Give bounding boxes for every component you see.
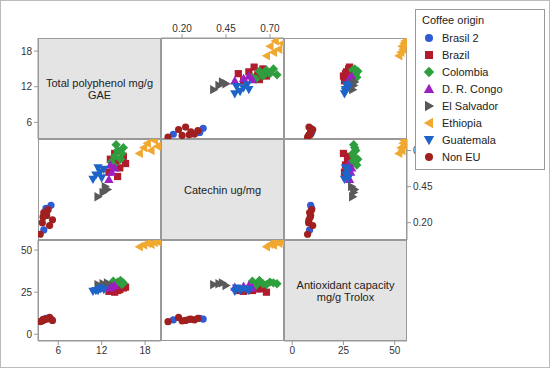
svg-text:0.20: 0.20 <box>172 23 192 34</box>
svg-text:0.45: 0.45 <box>413 181 433 192</box>
svg-text:0.45: 0.45 <box>216 23 236 34</box>
html-text:Brazil: Brazil <box>442 48 470 61</box>
svg-text:6: 6 <box>26 117 32 128</box>
html-text:Total polyphenol mg/g GAE: Total polyphenol mg/g GAE <box>46 76 153 101</box>
svg-text:12: 12 <box>21 81 33 92</box>
svg-text:25: 25 <box>21 287 33 298</box>
html-text:Colombia: Colombia <box>442 65 489 78</box>
svg-text:18: 18 <box>140 345 152 356</box>
svg-text:0.20: 0.20 <box>413 217 433 228</box>
svg-text:18: 18 <box>21 46 33 57</box>
svg-text:50: 50 <box>21 245 33 256</box>
html-text:Brasil 2: Brasil 2 <box>442 31 479 44</box>
html-text:Coffee origin: Coffee origin <box>422 14 485 26</box>
svg-text:0: 0 <box>289 345 295 356</box>
html-text:El Salvador: El Salvador <box>442 99 499 112</box>
html-text:D. R. Congo: D. R. Congo <box>442 82 503 95</box>
svg-text:6: 6 <box>55 345 61 356</box>
html-text:Ethiopia: Ethiopia <box>442 116 482 129</box>
svg-text:12: 12 <box>96 345 108 356</box>
svg-text:25: 25 <box>338 345 350 356</box>
html-text:Catechin ug/mg: Catechin ug/mg <box>184 183 261 196</box>
svg-text:50: 50 <box>389 345 401 356</box>
svg-text:0.70: 0.70 <box>260 23 280 34</box>
html-text:Non EU: Non EU <box>442 150 481 163</box>
html-text:Guatemala: Guatemala <box>442 133 496 146</box>
html-text:Antioxidant capacity mg/g Trol: Antioxidant capacity mg/g Trolox <box>296 278 395 303</box>
svg-text:0: 0 <box>26 329 32 340</box>
